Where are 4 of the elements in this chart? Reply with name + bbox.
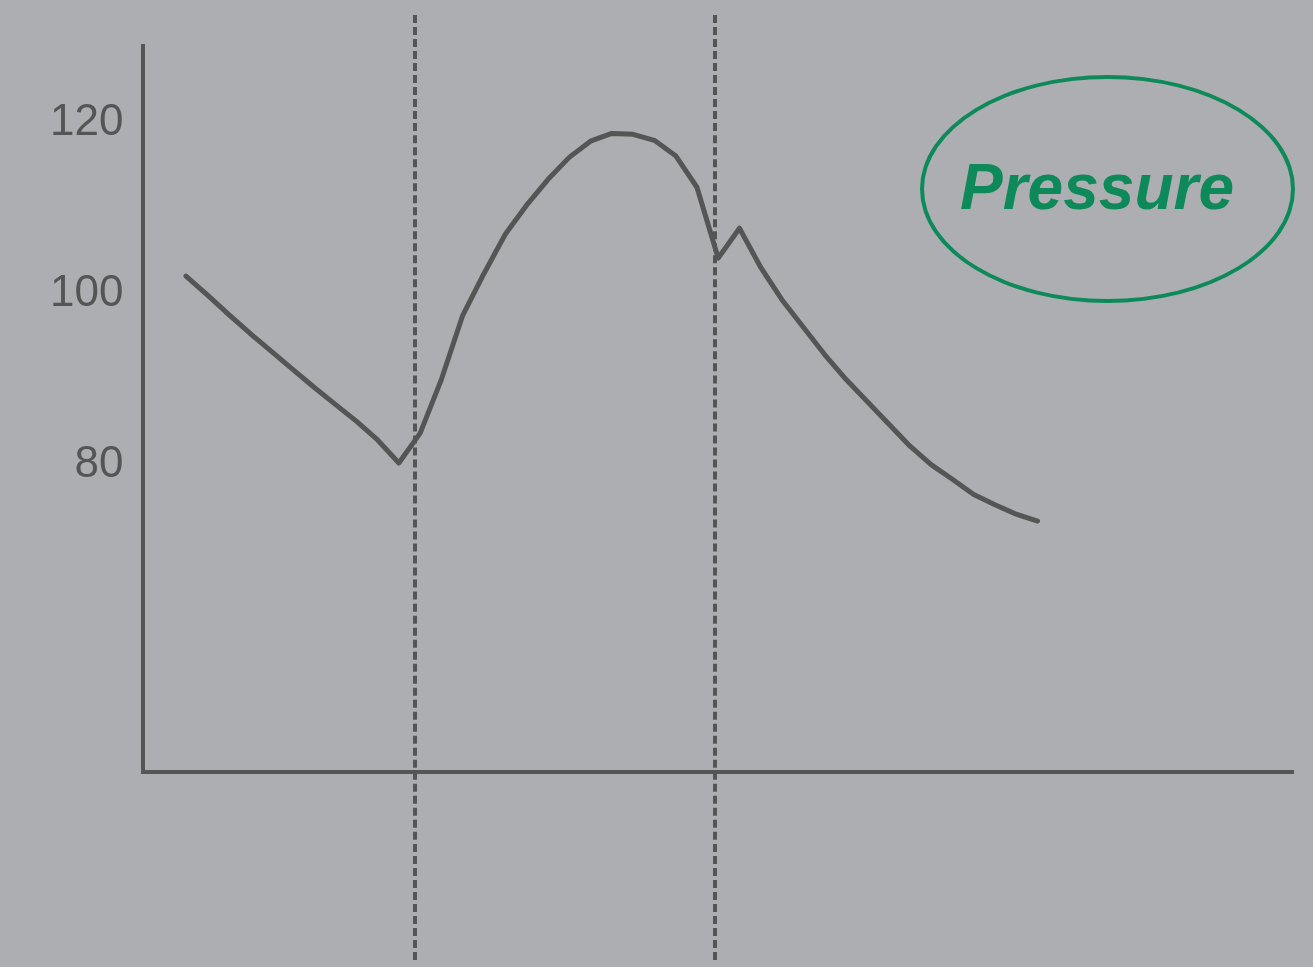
text: Pressure: [960, 150, 1234, 224]
y-tick-label: 100: [49, 266, 124, 316]
y-tick-label: 120: [49, 95, 124, 145]
y-tick-label: 80: [74, 436, 124, 486]
